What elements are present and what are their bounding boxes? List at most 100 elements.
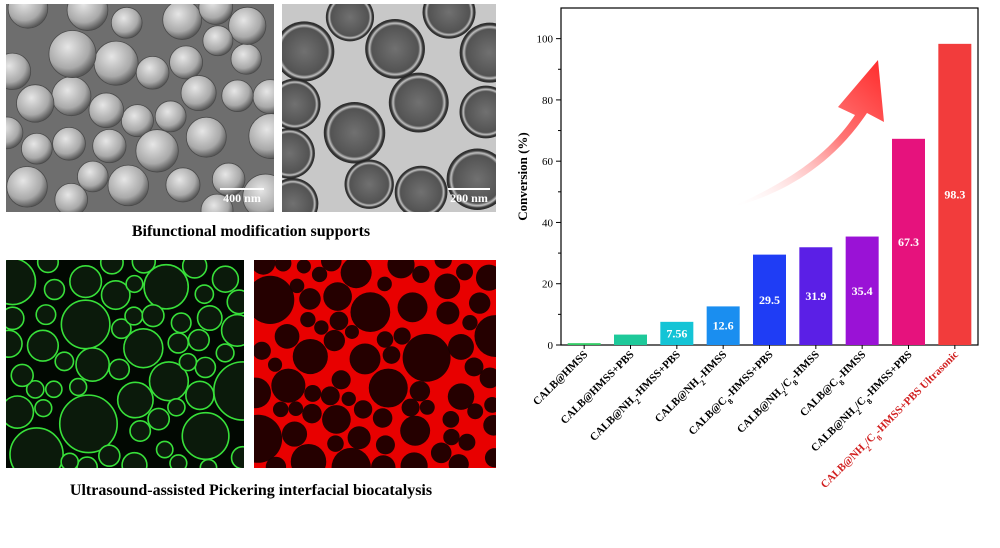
- tem-scale-bar: 200 nm: [448, 188, 490, 206]
- red-droplet: [448, 454, 469, 468]
- sem-particle: [21, 132, 53, 165]
- red-droplet: [467, 403, 484, 420]
- red-droplet: [323, 329, 345, 352]
- sem-particle: [77, 160, 109, 193]
- sem-particle: [135, 55, 170, 90]
- red-droplet: [274, 324, 300, 349]
- green-droplet: [44, 380, 63, 399]
- red-droplet: [327, 435, 344, 452]
- bar-value-label: 98.3: [944, 187, 965, 201]
- red-droplet: [430, 442, 452, 464]
- red-droplet: [409, 380, 431, 402]
- sem-particle: [230, 43, 262, 75]
- red-droplet: [479, 367, 496, 389]
- red-droplet: [254, 260, 276, 275]
- red-droplet: [254, 414, 283, 463]
- red-droplet: [314, 320, 329, 335]
- green-droplet: [10, 363, 34, 388]
- green-droplet: [75, 347, 111, 382]
- green-droplet: [148, 361, 190, 402]
- sem-particle: [252, 79, 274, 115]
- bar: [567, 343, 601, 345]
- green-droplet: [143, 263, 190, 310]
- red-droplet: [434, 260, 452, 269]
- red-droplet: [349, 343, 381, 375]
- bar: [614, 334, 647, 345]
- sem-particle: [162, 4, 203, 40]
- bar: [660, 321, 694, 345]
- red-droplet: [456, 263, 474, 281]
- sem-particle: [6, 116, 24, 150]
- red-droplet: [288, 401, 304, 417]
- y-tick-label: 20: [542, 279, 554, 291]
- y-tick-label: 40: [542, 217, 554, 229]
- red-droplet: [296, 260, 311, 274]
- tem-particle: [323, 101, 386, 164]
- trend-arrow: [730, 60, 884, 208]
- y-tick-label: 100: [537, 34, 554, 46]
- green-droplet: [58, 394, 118, 454]
- green-droplet: [220, 313, 244, 347]
- red-droplet: [329, 311, 349, 331]
- sem-scale-label: 400 nm: [223, 191, 261, 205]
- green-droplet: [54, 351, 75, 372]
- red-droplet: [443, 428, 460, 446]
- sem-micrograph: 400 nm: [6, 4, 274, 212]
- sem-particle: [6, 166, 48, 208]
- red-droplet: [267, 357, 283, 372]
- red-droplet: [371, 455, 396, 468]
- y-tick-label: 0: [548, 340, 554, 352]
- green-droplet: [125, 274, 144, 294]
- caption-biocatalysis: Ultrasound-assisted Pickering interfacia…: [69, 482, 433, 499]
- green-droplet: [124, 306, 144, 326]
- red-droplet: [448, 333, 474, 360]
- bar-value-label: 31.9: [805, 289, 826, 303]
- tem-particle: [446, 148, 496, 211]
- sem-particle: [165, 167, 201, 203]
- green-droplet: [181, 260, 208, 279]
- red-droplet: [382, 346, 401, 364]
- green-droplet: [43, 278, 66, 301]
- bar: [892, 138, 925, 345]
- green-droplet: [185, 380, 215, 411]
- green-droplet: [76, 456, 99, 468]
- red-droplet: [341, 391, 356, 407]
- green-droplet: [9, 427, 64, 468]
- green-droplet: [123, 327, 164, 369]
- sem-particle: [185, 116, 227, 158]
- bar-value-label: 67.3: [898, 235, 919, 249]
- green-droplet: [129, 420, 152, 443]
- red-droplet: [419, 399, 435, 415]
- y-axis-label: Conversion (%): [515, 132, 530, 220]
- tem-particle: [282, 178, 319, 212]
- red-droplet: [401, 398, 420, 417]
- red-droplet: [290, 443, 327, 468]
- bar: [706, 306, 740, 345]
- red-droplet: [397, 292, 428, 323]
- red-fluorescence-image: [254, 260, 496, 468]
- tem-particle: [388, 72, 449, 133]
- sem-particle: [6, 52, 32, 90]
- green-fluorescence-image: [6, 260, 244, 468]
- red-droplet: [483, 414, 496, 436]
- green-droplet: [194, 284, 215, 305]
- red-droplet: [436, 301, 460, 325]
- red-droplet: [353, 400, 373, 419]
- red-droplet: [323, 282, 352, 311]
- red-droplet: [442, 411, 460, 428]
- sem-particle: [93, 40, 139, 86]
- green-droplet: [131, 260, 157, 274]
- green-droplet: [60, 299, 111, 350]
- sem-particle: [228, 6, 267, 45]
- sem-particle: [200, 193, 234, 212]
- red-droplet: [340, 260, 372, 289]
- bar: [845, 236, 879, 345]
- red-droplet: [254, 275, 295, 324]
- green-droplet: [226, 289, 244, 315]
- red-droplet: [289, 278, 305, 294]
- bar: [799, 247, 833, 345]
- green-droplet: [6, 306, 25, 331]
- bar: [938, 43, 972, 346]
- green-droplet: [60, 452, 80, 468]
